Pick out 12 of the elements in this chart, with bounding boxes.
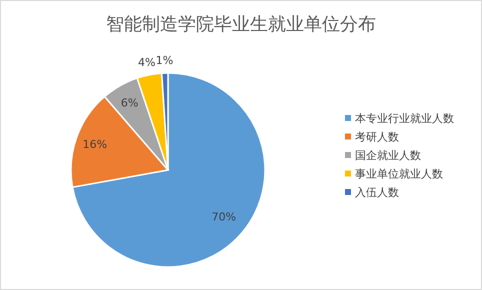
data-label: 1% (156, 54, 174, 68)
data-label: 6% (120, 96, 138, 110)
pie-slice (72, 72, 266, 268)
data-label: 16% (82, 138, 108, 152)
legend-label: 事业单位就业人数 (355, 168, 443, 180)
legend-label: 本专业行业就业人数 (355, 112, 454, 125)
chart-title: 智能制造学院毕业生就业单位分布 (106, 14, 376, 35)
data-label: 70% (212, 210, 236, 224)
legend-label: 考研人数 (355, 130, 399, 144)
legend-label: 入伍人数 (355, 186, 399, 199)
legend-label: 国企就业人数 (355, 149, 421, 162)
data-label: 4% (138, 56, 156, 70)
